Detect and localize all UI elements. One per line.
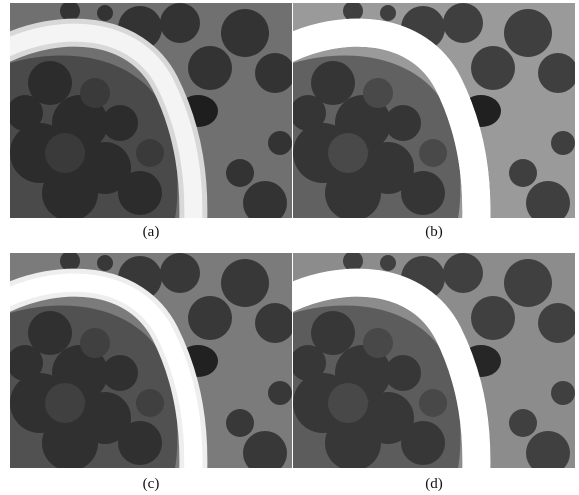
panel-label: (a) [143,224,160,240]
figure: (a) (b) (c) (d) [0,0,579,495]
panel-label: (d) [425,476,443,492]
panel-label: (b) [425,224,443,240]
aerial-image [283,251,578,478]
aerial-image [0,251,295,478]
panel-label: (c) [143,476,160,492]
aerial-image [0,1,295,228]
page: (a) (b) (c) (d) (() => { const data = JS… [0,0,579,495]
aerial-image [283,1,578,228]
